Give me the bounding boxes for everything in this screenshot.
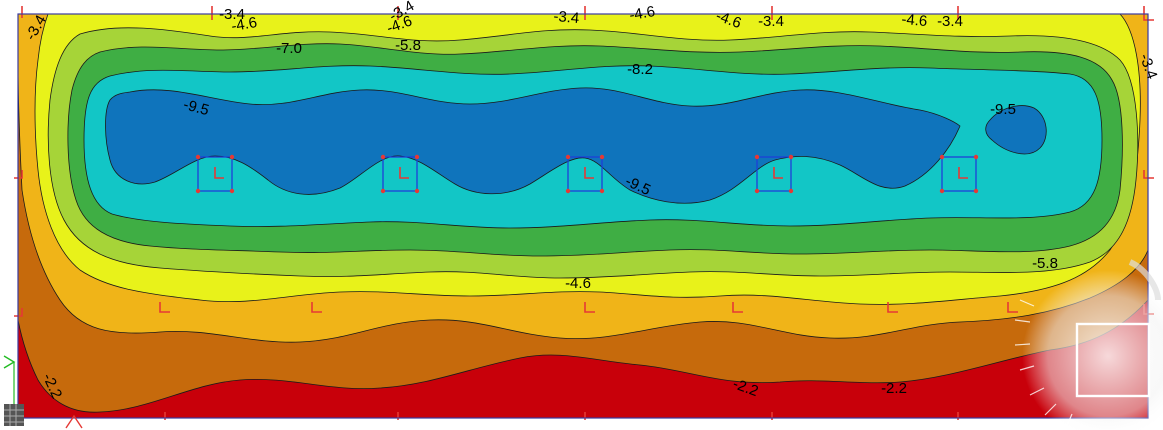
contour-label: -4.6: [230, 14, 258, 35]
column-support[interactable]: [754, 154, 794, 194]
view-cube[interactable]: [1075, 322, 1151, 398]
contour-label: -4.6: [628, 3, 656, 24]
slab-boundary: [17, 13, 1149, 419]
contour-label: -5.8: [1032, 255, 1058, 272]
view-navigation-widget[interactable]: [1014, 259, 1163, 430]
axis-indicator: [3, 355, 83, 429]
column-support[interactable]: [195, 154, 235, 194]
grid-markers: [14, 6, 1154, 420]
contour-label: -3.4: [758, 13, 784, 30]
contour-label: -4.6: [901, 11, 928, 30]
navigation-wheel[interactable]: [1022, 270, 1163, 430]
column-support[interactable]: [565, 154, 605, 194]
contour-label: -8.2: [627, 61, 653, 78]
contour-label: -4.6: [565, 275, 591, 292]
contour-label: -3.4: [553, 8, 580, 27]
contour-label: -9.5: [181, 96, 210, 119]
contour-label: -9.5: [990, 101, 1016, 118]
grid-pattern-icon: [4, 404, 24, 426]
column-supports: [195, 154, 979, 194]
contour-label: -7.0: [276, 40, 302, 57]
contour-label: -2.2: [881, 380, 907, 397]
contour-label: -5.8: [395, 37, 421, 54]
contour-band-blue: [105, 87, 1047, 204]
contour-label: -3.4: [219, 6, 245, 23]
column-support[interactable]: [380, 154, 420, 194]
column-support[interactable]: [939, 154, 979, 194]
contour-label: -3.4: [937, 13, 963, 30]
